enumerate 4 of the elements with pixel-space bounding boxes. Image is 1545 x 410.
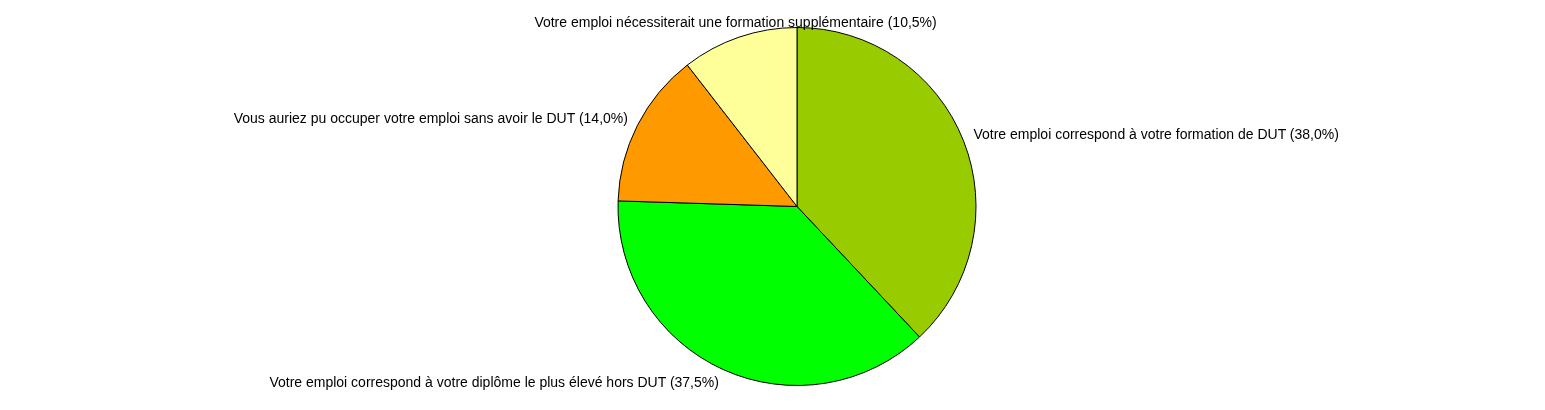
- slice-label: Votre emploi correspond à votre formation de DUT (38,0%): [973, 126, 1339, 143]
- slice-label: Votre emploi nécessiterait une formation supplémentaire (10,5%): [534, 14, 937, 31]
- slice-label: Votre emploi correspond à votre diplôme le plus élevé hors DUT (37,5%): [269, 373, 719, 390]
- slice-label: Vous auriez pu occuper votre emploi sans avoir le DUT (14,0%): [233, 109, 628, 126]
